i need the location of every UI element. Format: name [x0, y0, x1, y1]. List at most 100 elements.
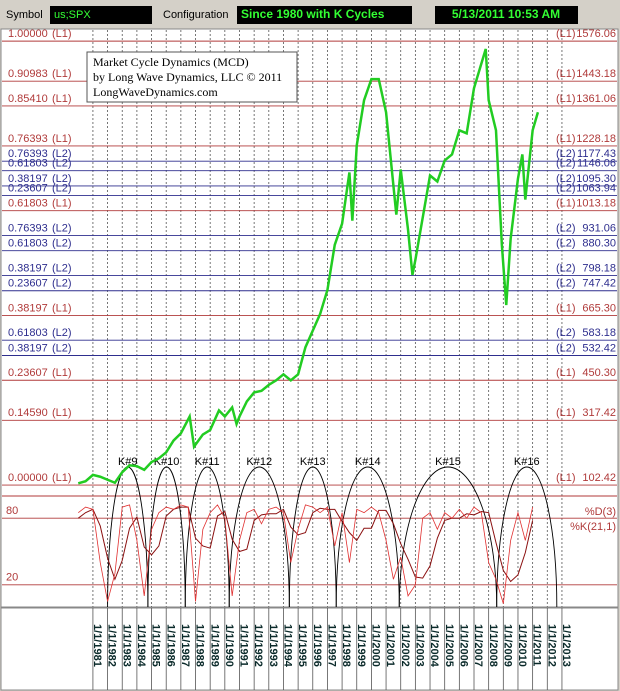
x-tick-label: 1/1/1996	[311, 624, 323, 667]
x-tick-label: 1/1/2005	[443, 624, 455, 667]
level-value: 450.30	[582, 367, 616, 379]
level-value: 931.06	[582, 222, 616, 234]
level-ratio: 0.23607	[8, 182, 48, 194]
level-ratio: 0.61803	[8, 198, 48, 210]
level-group: (L1)	[52, 302, 72, 314]
x-tick-label: 1/1/1981	[91, 624, 103, 667]
level-group: (L2)	[556, 173, 576, 185]
cycle-label: K#14	[355, 456, 381, 468]
level-ratio: 0.23607	[8, 278, 48, 290]
level-group: (L2)	[556, 262, 576, 274]
level-group: (L1)	[556, 68, 576, 80]
x-tick-label: 1/1/2013	[560, 624, 572, 667]
level-group: (L1)	[556, 93, 576, 105]
level-group: (L2)	[52, 327, 72, 339]
x-tick-label: 1/1/1998	[340, 624, 352, 667]
x-tick-label: 1/1/2006	[457, 624, 469, 667]
level-group: (L1)	[556, 472, 576, 484]
axis-panel	[0, 607, 619, 691]
x-tick-label: 1/1/1982	[106, 624, 118, 667]
level-ratio: 0.85410	[8, 93, 48, 105]
level-ratio: 0.38197	[8, 262, 48, 274]
x-tick-label: 1/1/1988	[194, 624, 206, 667]
cycle-label: K#12	[246, 456, 272, 468]
level-ratio: 0.61803	[8, 238, 48, 250]
symbol-box[interactable]	[50, 6, 152, 24]
x-tick-label: 1/1/1997	[326, 624, 338, 667]
config-label: Configuration	[163, 9, 228, 21]
level-value: 1177.43	[577, 148, 616, 160]
level-group: (L2)	[556, 278, 576, 290]
level-ratio: 0.38197	[8, 173, 48, 185]
level-ratio: 0.23607	[8, 367, 48, 379]
price-line	[77, 48, 540, 485]
chart-title: Market Cycle Dynamics (MCD)	[93, 55, 249, 69]
level-group: (L2)	[52, 222, 72, 234]
chart-panel	[0, 28, 619, 608]
config-value[interactable]: Since 1980 with K Cycles	[241, 7, 385, 21]
level-group: (L2)	[52, 278, 72, 290]
level-group: (L1)	[52, 367, 72, 379]
cycle-arc	[398, 466, 498, 608]
website: LongWaveDynamics.com	[93, 85, 218, 99]
level-value: 583.18	[582, 327, 616, 339]
level-group: (L1)	[52, 133, 72, 145]
level-group: (L2)	[556, 182, 576, 194]
level-value: 532.42	[582, 342, 616, 354]
level-ratio: 0.76393	[8, 222, 48, 234]
symbol-value[interactable]: us;SPX	[54, 9, 91, 21]
x-tick-label: 1/1/1987	[179, 624, 191, 667]
level-group: (L1)	[52, 93, 72, 105]
level-group: (L2)	[556, 158, 576, 170]
level-value: 1146.06	[577, 158, 616, 170]
level-group: (L1)	[52, 28, 72, 40]
level-group: (L1)	[556, 367, 576, 379]
level-value: 102.42	[582, 472, 616, 484]
level-ratio: 0.76393	[8, 133, 48, 145]
level-group: (L2)	[52, 148, 72, 160]
x-tick-label: 1/1/1993	[267, 624, 279, 667]
level-group: (L2)	[556, 327, 576, 339]
level-value: 747.42	[582, 278, 616, 290]
level-group: (L1)	[556, 302, 576, 314]
level-group: (L2)	[52, 158, 72, 170]
x-tick-label: 1/1/1991	[238, 624, 250, 667]
level-group: (L2)	[556, 222, 576, 234]
x-tick-label: 1/1/2003	[413, 624, 425, 667]
level-group: (L2)	[52, 182, 72, 194]
level-group: (L1)	[556, 198, 576, 210]
cycle-label: K#16	[514, 456, 540, 468]
x-tick-label: 1/1/1989	[208, 624, 220, 667]
cycle-label: K#15	[435, 456, 461, 468]
cycle-label: K#11	[195, 456, 220, 468]
x-tick-label: 1/1/2007	[472, 624, 484, 667]
x-tick-label: 1/1/1986	[164, 624, 176, 667]
level-value: 1228.18	[576, 133, 616, 145]
level-value: 317.42	[582, 407, 616, 419]
osc-line	[77, 506, 534, 583]
x-tick-label: 1/1/1983	[120, 624, 132, 667]
level-group: (L1)	[556, 133, 576, 145]
x-tick-label: 1/1/1994	[282, 624, 294, 668]
level-ratio: 0.90983	[8, 68, 48, 80]
x-tick-label: 1/1/1985	[150, 624, 162, 667]
x-tick-label: 1/1/1990	[223, 624, 235, 667]
x-tick-label: 1/1/2000	[369, 624, 381, 667]
level-value: 880.30	[582, 238, 616, 250]
title-box	[86, 51, 298, 103]
level-ratio: 0.61803	[8, 327, 48, 339]
cycle-arc	[228, 466, 290, 608]
level-ratio: 0.61803	[8, 158, 48, 170]
level-group: (L2)	[556, 148, 576, 160]
x-tick-label: 1/1/2012	[545, 624, 557, 667]
osc-line	[78, 504, 534, 604]
level-group: (L2)	[556, 238, 576, 250]
level-group: (L1)	[52, 472, 72, 484]
config-box[interactable]	[237, 6, 412, 24]
x-tick-label: 1/1/2008	[487, 624, 499, 667]
level-value: 1095.30	[576, 173, 616, 185]
x-tick-label: 1/1/2001	[384, 624, 396, 667]
x-tick-label: 1/1/1984	[135, 624, 147, 668]
level-group: (L2)	[556, 342, 576, 354]
x-tick-label: 1/1/2010	[516, 624, 528, 667]
